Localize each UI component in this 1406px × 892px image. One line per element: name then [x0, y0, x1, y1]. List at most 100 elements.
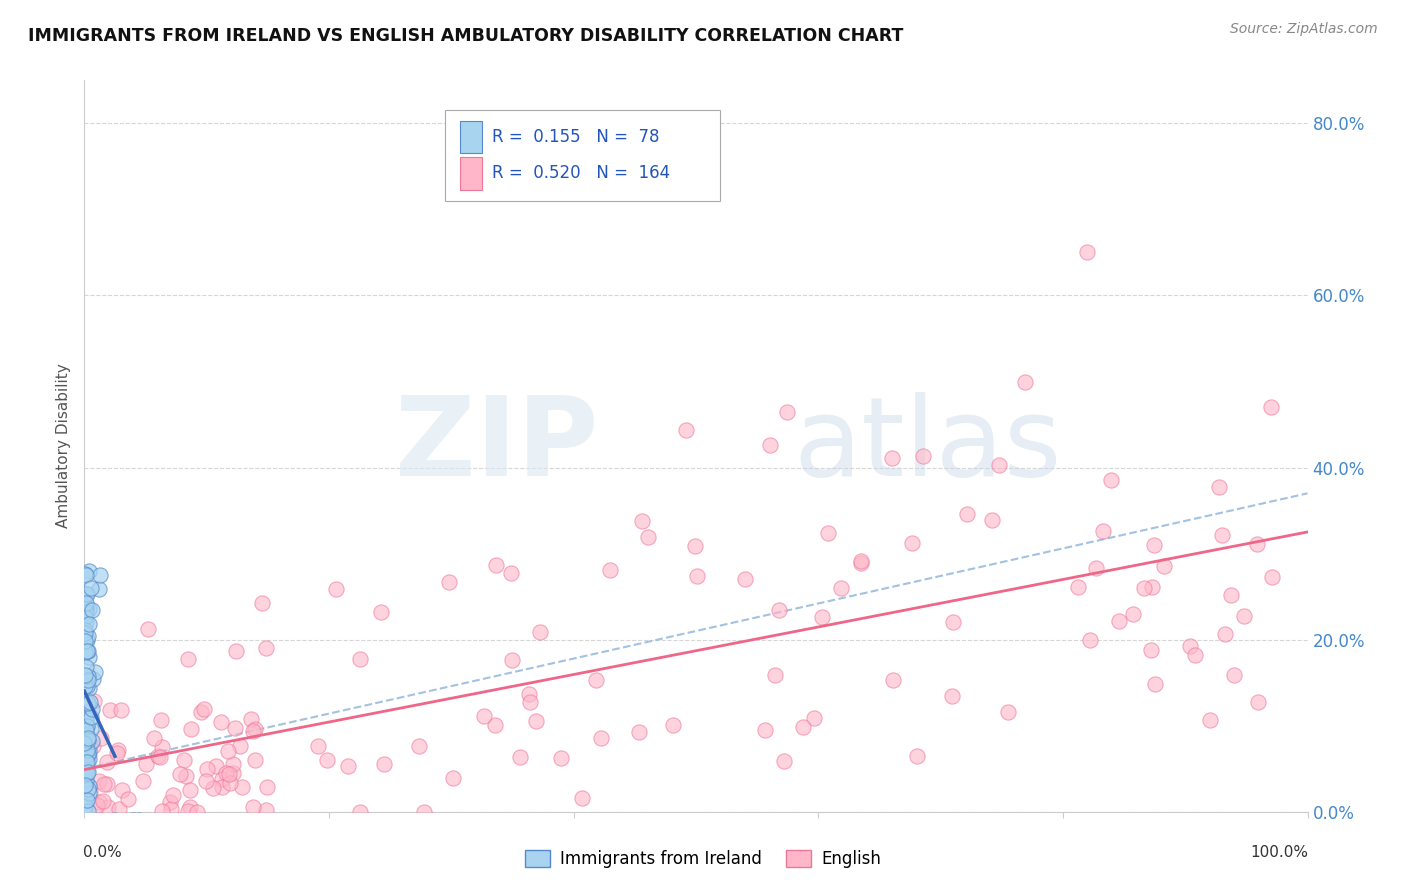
FancyBboxPatch shape	[460, 157, 482, 190]
Point	[599, 563, 621, 577]
Point	[77, 733, 100, 747]
Point	[811, 610, 834, 624]
Point	[89, 567, 111, 582]
Point	[77, 786, 100, 800]
Point	[80, 701, 103, 715]
Point	[75, 626, 97, 640]
Point	[82, 672, 104, 686]
Point	[218, 767, 240, 781]
Point	[75, 798, 97, 813]
Point	[75, 623, 97, 637]
Text: atlas: atlas	[794, 392, 1063, 500]
Point	[76, 765, 98, 780]
Point	[1143, 676, 1166, 690]
Point	[86, 797, 108, 812]
Point	[174, 769, 197, 783]
Point	[631, 515, 654, 529]
Point	[911, 450, 934, 464]
Point	[955, 507, 977, 521]
Point	[76, 644, 98, 658]
Point	[437, 574, 460, 589]
Point	[105, 746, 128, 760]
Point	[571, 790, 593, 805]
Point	[77, 602, 100, 616]
Point	[550, 751, 572, 765]
Point	[80, 722, 103, 736]
Point	[1208, 480, 1230, 494]
Point	[1108, 614, 1130, 628]
Point	[307, 739, 329, 754]
Point	[75, 723, 97, 738]
Point	[75, 755, 97, 769]
Point	[162, 788, 184, 802]
Point	[1140, 580, 1163, 594]
Point	[87, 795, 110, 809]
Point	[77, 616, 100, 631]
Point	[75, 764, 97, 778]
Point	[77, 564, 100, 578]
Point	[349, 805, 371, 819]
Point	[201, 780, 224, 795]
Point	[256, 780, 278, 795]
Point	[408, 739, 430, 754]
Point	[91, 794, 114, 808]
Point	[519, 694, 541, 708]
Point	[685, 569, 707, 583]
Point	[499, 566, 522, 580]
Point	[76, 587, 98, 601]
Point	[75, 727, 97, 741]
Point	[77, 747, 100, 761]
Point	[75, 660, 97, 674]
Point	[111, 783, 134, 797]
Point	[627, 725, 650, 739]
Point	[73, 610, 96, 624]
Point	[176, 804, 198, 818]
Point	[768, 603, 790, 617]
Point	[882, 673, 904, 687]
Point	[75, 590, 97, 604]
Point	[243, 753, 266, 767]
Point	[73, 778, 96, 792]
Point	[122, 814, 145, 828]
Point	[149, 749, 172, 764]
Point	[224, 721, 246, 735]
Point	[136, 622, 159, 636]
Point	[75, 615, 97, 630]
Point	[1139, 643, 1161, 657]
Point	[132, 774, 155, 789]
Point	[75, 645, 97, 659]
Text: R =  0.520   N =  164: R = 0.520 N = 164	[492, 164, 669, 182]
Point	[1014, 375, 1036, 389]
Point	[186, 805, 208, 819]
Point	[661, 718, 683, 732]
Point	[76, 756, 98, 770]
Point	[73, 667, 96, 681]
Point	[76, 764, 98, 779]
Point	[87, 582, 110, 596]
Point	[77, 681, 100, 695]
Point	[242, 800, 264, 814]
Point	[76, 718, 98, 732]
Point	[1099, 473, 1122, 487]
Point	[76, 679, 98, 693]
Point	[77, 743, 100, 757]
Point	[336, 759, 359, 773]
Point	[76, 669, 98, 683]
Point	[980, 513, 1002, 527]
Point	[73, 634, 96, 648]
Point	[146, 749, 169, 764]
Point	[211, 772, 233, 787]
Point	[1260, 401, 1282, 415]
Point	[474, 708, 496, 723]
Point	[254, 803, 277, 817]
Text: Source: ZipAtlas.com: Source: ZipAtlas.com	[1230, 22, 1378, 37]
Point	[485, 558, 508, 572]
Point	[76, 644, 98, 658]
Point	[80, 581, 103, 595]
Point	[1180, 639, 1202, 653]
Point	[77, 782, 100, 797]
Point	[214, 766, 236, 780]
Point	[1223, 667, 1246, 681]
Point	[413, 805, 436, 819]
Point	[675, 423, 697, 437]
